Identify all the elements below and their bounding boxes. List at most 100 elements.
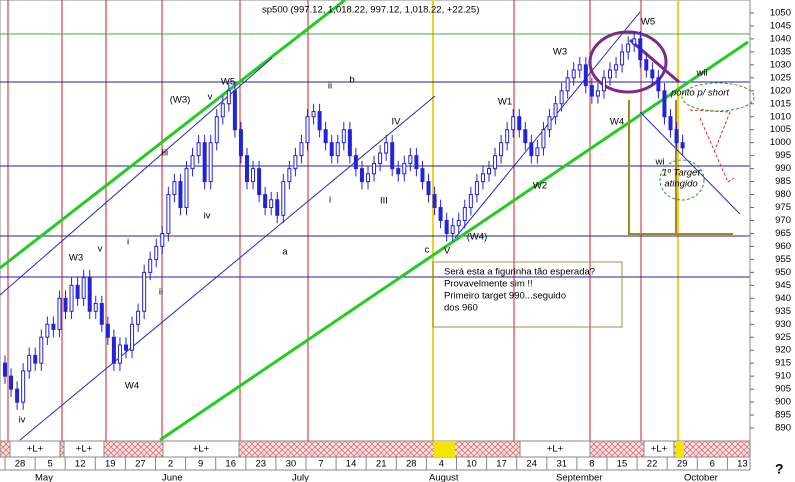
candle-body — [124, 344, 128, 351]
candle-body — [154, 245, 159, 260]
candle-body — [638, 38, 643, 61]
annotation: W3 — [69, 253, 83, 264]
y-tick-label: 890 — [775, 423, 791, 434]
candle-body — [535, 147, 540, 157]
annotation: c — [425, 245, 430, 256]
annotation: (W4) — [467, 232, 488, 243]
annotation: a — [282, 247, 288, 258]
annotation: ii — [159, 287, 163, 298]
candle-body — [190, 155, 195, 170]
candle-body — [33, 354, 38, 364]
candle-body — [275, 199, 280, 216]
y-tick-label: 1050 — [770, 7, 791, 18]
candle-body — [372, 162, 377, 175]
candle-body — [577, 64, 582, 71]
y-tick-label: 925 — [775, 332, 791, 343]
candle-body — [160, 232, 165, 247]
signal-label: +L+ — [27, 444, 44, 455]
candle-body — [541, 129, 546, 149]
annotation: W4 — [125, 381, 139, 392]
candle-body — [281, 181, 286, 216]
candle-body — [208, 142, 213, 183]
y-tick-label: 975 — [775, 202, 791, 213]
candle-body — [130, 323, 135, 351]
candle-body — [414, 155, 419, 170]
note-line: Provavelmente sim !! — [444, 279, 533, 290]
candle-body — [232, 90, 237, 131]
candle-body — [674, 129, 679, 144]
x-tick-label: 9 — [198, 459, 203, 470]
candle-body — [142, 271, 147, 312]
candle-body — [45, 323, 50, 338]
candle-body — [626, 43, 631, 53]
candle-body — [480, 173, 485, 183]
candle-body — [269, 199, 274, 209]
y-tick-label: 900 — [775, 397, 791, 408]
x-tick-label: 2 — [168, 459, 173, 470]
candle-body — [420, 168, 425, 183]
candle-body — [474, 181, 479, 196]
y-tick-label: 960 — [775, 241, 791, 252]
candle-body — [317, 111, 322, 131]
candle-body — [662, 90, 667, 118]
month-label: July — [292, 473, 309, 482]
candle-body — [305, 116, 310, 144]
candle-body — [214, 116, 219, 144]
y-tick-label: 920 — [775, 345, 791, 356]
x-tick-label: 10 — [466, 459, 477, 470]
y-tick-label: 930 — [775, 319, 791, 330]
candle-body — [511, 116, 516, 131]
annotation: v — [98, 244, 103, 255]
annotation: W5 — [221, 77, 235, 88]
x-tick-label: 29 — [677, 459, 688, 470]
annotation: ponto p/ short — [670, 88, 729, 99]
candle-body — [614, 64, 619, 71]
candle-body — [366, 173, 370, 183]
x-tick-label: 4 — [439, 459, 444, 470]
x-tick-label: 23 — [256, 459, 267, 470]
candle-body — [438, 207, 443, 222]
y-tick-label: 955 — [775, 254, 791, 265]
candle-body — [226, 90, 231, 105]
candle-body — [529, 142, 534, 157]
month-label: June — [162, 473, 183, 482]
candle-body — [505, 129, 510, 144]
candle-body — [650, 69, 655, 79]
candle-body — [9, 375, 14, 390]
annotation: W1 — [498, 97, 512, 108]
candle-body — [63, 297, 68, 312]
candle-body — [632, 38, 637, 45]
candle-body — [27, 354, 32, 372]
x-tick-label: 24 — [526, 459, 537, 470]
candle-body — [69, 284, 74, 312]
x-tick-label: 16 — [225, 459, 236, 470]
annotation: i — [127, 237, 129, 248]
candle-body — [57, 297, 62, 330]
month-label: October — [684, 473, 718, 482]
y-tick-label: 915 — [775, 358, 791, 369]
signal-label: +L+ — [547, 444, 564, 455]
plot-area — [0, 0, 751, 442]
candle-body — [517, 116, 522, 131]
x-tick-label: 15 — [617, 459, 628, 470]
candle-body — [178, 181, 183, 209]
candle-body — [450, 225, 455, 234]
annotation: V — [444, 246, 451, 257]
candle-body — [595, 90, 600, 97]
x-tick-label: 14 — [346, 459, 357, 470]
annotation: iv — [19, 415, 26, 426]
x-tick-label: 13 — [737, 459, 748, 470]
candle-body — [323, 129, 328, 144]
month-label: September — [556, 473, 602, 482]
candle-body — [432, 194, 437, 209]
annotation: iii — [162, 148, 168, 159]
annotation: wii — [695, 68, 707, 79]
x-tick-label: 6 — [710, 459, 715, 470]
candle-body — [378, 152, 383, 164]
y-tick-label: 970 — [775, 215, 791, 226]
candle-body — [21, 370, 26, 403]
annotation: W3 — [553, 47, 567, 58]
x-tick-label: 17 — [496, 459, 507, 470]
x-tick-label: 7 — [318, 459, 323, 470]
